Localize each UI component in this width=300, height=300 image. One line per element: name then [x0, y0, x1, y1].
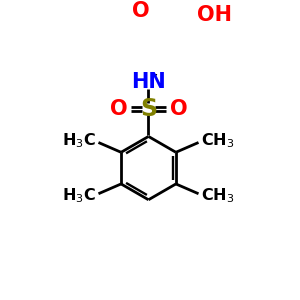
- Text: O: O: [110, 99, 127, 119]
- Text: H$_3$C: H$_3$C: [62, 131, 96, 150]
- Text: O: O: [132, 2, 150, 21]
- Text: S: S: [140, 97, 157, 121]
- Text: O: O: [170, 99, 188, 119]
- Text: CH$_3$: CH$_3$: [201, 187, 234, 205]
- Text: HN: HN: [131, 72, 166, 92]
- Text: H$_3$C: H$_3$C: [62, 187, 96, 205]
- Text: OH: OH: [197, 5, 232, 25]
- Text: CH$_3$: CH$_3$: [201, 131, 234, 150]
